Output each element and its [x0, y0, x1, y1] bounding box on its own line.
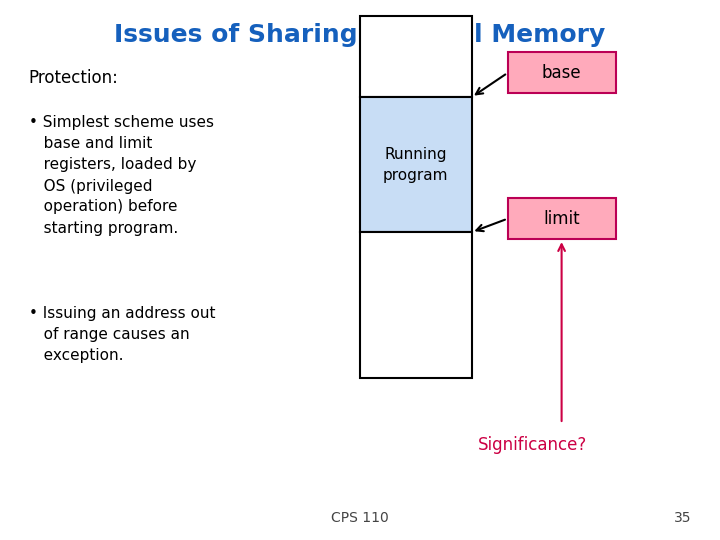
Bar [508, 52, 616, 93]
Text: • Simplest scheme uses
   base and limit
   registers, loaded by
   OS (privileg: • Simplest scheme uses base and limit re… [29, 116, 214, 235]
Bar [360, 16, 472, 97]
Text: CPS 110: CPS 110 [331, 511, 389, 525]
Text: Significance?: Significance? [478, 436, 588, 455]
Text: • Issuing an address out
   of range causes an
   exception.: • Issuing an address out of range causes… [29, 306, 215, 363]
Text: Protection:: Protection: [29, 69, 119, 87]
Bar [360, 97, 472, 232]
Text: Issues of Sharing Physical Memory: Issues of Sharing Physical Memory [114, 23, 606, 47]
Text: 35: 35 [674, 511, 691, 525]
Text: Running
program: Running program [383, 147, 449, 183]
Text: limit: limit [544, 210, 580, 228]
Bar [360, 232, 472, 378]
Text: base: base [541, 64, 582, 82]
Bar [508, 198, 616, 239]
